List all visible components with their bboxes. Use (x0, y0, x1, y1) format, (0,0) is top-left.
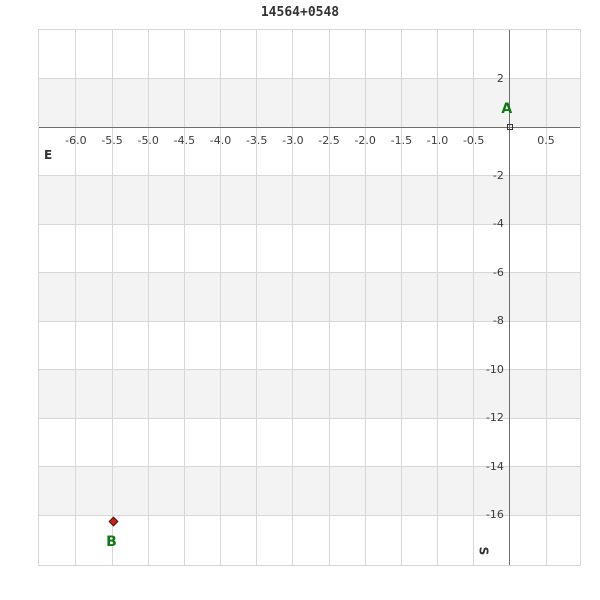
x-tick-label: -2.5 (318, 134, 340, 147)
x-tick-label: -4.0 (209, 134, 232, 147)
y-axis-line (509, 30, 511, 565)
point-label-a: A (501, 101, 513, 117)
x-tick-label: -3.0 (282, 134, 304, 147)
y-tick-label: -6 (492, 265, 504, 279)
y-tick-label: -14 (485, 459, 504, 473)
horizontal-gridline (39, 223, 580, 225)
chart-title: 14564+0548 (260, 5, 340, 20)
x-tick-label: -2.0 (354, 134, 376, 147)
x-tick-label: 0.5 (537, 134, 555, 147)
y-tick-label: -16 (485, 508, 504, 522)
y-tick-label: -4 (492, 217, 504, 231)
horizontal-gridline (39, 466, 580, 468)
point-marker-a (506, 124, 513, 130)
y-tick-label: -12 (485, 411, 504, 425)
south-direction-label: S (476, 546, 491, 556)
point-label-b: B (106, 534, 117, 551)
point-marker-b (108, 516, 119, 527)
vertical-gridline (147, 30, 149, 565)
y-tick-label: 2 (496, 71, 504, 85)
vertical-gridline (328, 30, 330, 565)
horizontal-gridline (39, 320, 580, 322)
east-direction-label: E (44, 148, 53, 162)
x-tick-label: -1.0 (426, 134, 449, 147)
x-tick-label: -4.5 (173, 134, 196, 147)
shaded-band (39, 466, 580, 516)
x-tick-label: -3.5 (245, 134, 268, 147)
horizontal-gridline (39, 514, 580, 516)
x-tick-label: -6.0 (65, 134, 87, 147)
vertical-gridline (220, 30, 222, 565)
horizontal-gridline (39, 272, 580, 274)
vertical-gridline (256, 30, 258, 565)
shaded-band (39, 369, 580, 419)
x-tick-label: -0.5 (462, 134, 485, 147)
vertical-gridline (364, 30, 366, 565)
y-tick-label: -8 (492, 314, 504, 328)
horizontal-gridline (39, 417, 580, 419)
x-tick-label: -5.0 (137, 134, 159, 147)
shaded-band (39, 175, 580, 224)
x-tick-label: -1.5 (390, 134, 413, 147)
vertical-gridline (437, 30, 439, 565)
horizontal-gridline (39, 369, 580, 371)
shaded-band (39, 78, 580, 127)
y-tick-label: -2 (492, 168, 504, 182)
plot-area: E S -6.0 -5.5 -5.0 -4.5 -4.0 -3.5 -3.0 -2.5 -2.0… (38, 29, 581, 566)
horizontal-gridline (39, 78, 580, 79)
horizontal-gridline (39, 175, 580, 176)
vertical-gridline (292, 30, 294, 565)
vertical-gridline (183, 30, 185, 565)
vertical-gridline (111, 30, 113, 565)
vertical-gridline (545, 30, 547, 565)
y-tick-label: -10 (485, 362, 504, 376)
vertical-gridline (75, 30, 77, 565)
x-tick-label: -5.5 (101, 134, 123, 147)
shaded-band (39, 272, 580, 322)
vertical-gridline (400, 30, 402, 565)
vertical-gridline (473, 30, 475, 565)
x-axis-line (39, 126, 580, 128)
